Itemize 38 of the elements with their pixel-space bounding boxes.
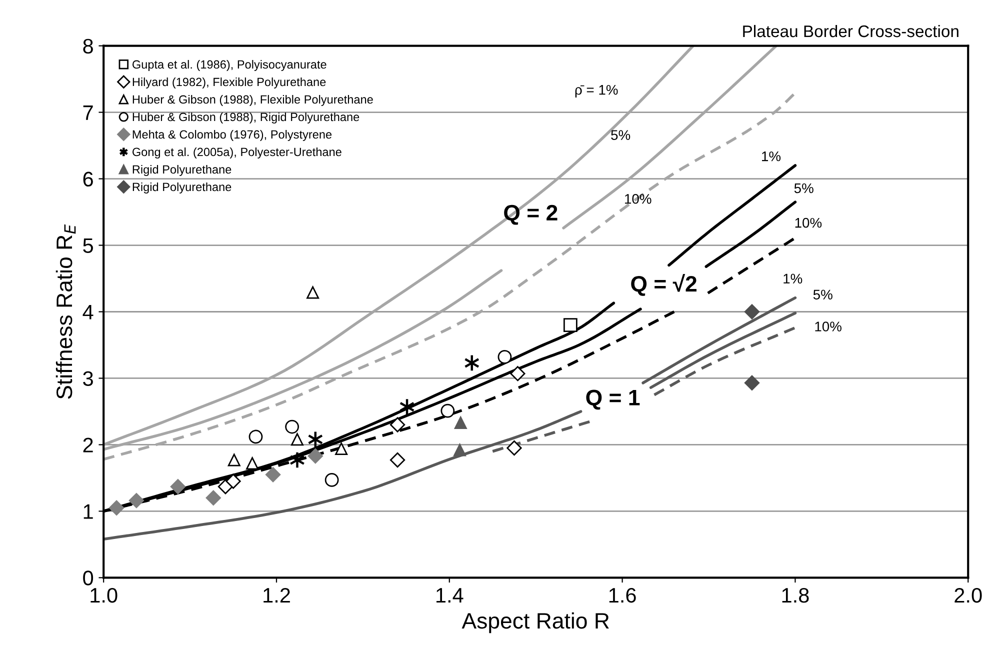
annotation: Q = 2 [504, 204, 558, 225]
annotation: 5% [794, 183, 814, 194]
text: Plateau Border Cross-section [743, 24, 958, 38]
legend-label: Rigid Polyurethane [132, 164, 232, 176]
legend-label: Huber & Gibson (1988), Flexible Polyurethane [132, 94, 373, 106]
annotation: Q = √2 [631, 274, 696, 296]
annotation: 5% [813, 290, 832, 300]
annotation: 10% [625, 194, 652, 204]
annotation: 10% [815, 322, 842, 332]
y-tick-label: 2 [83, 438, 93, 452]
x-tick-label: 2.0 [954, 588, 982, 603]
legend-label: Rigid Polyurethane [132, 182, 232, 194]
annotation: 10% [795, 218, 822, 228]
legend-label: Gupta et al. (1986), Polyisocyanurate [132, 60, 326, 71]
y-axis-title: Stiffness Ratio R$_{E}$ [56, 224, 76, 399]
annotation: 5% [611, 130, 630, 140]
y-tick-label: 4 [82, 304, 94, 320]
legend-label: Gong et al. (2005a), Polyester-Urethane [132, 147, 342, 158]
y-tick-label: 7 [83, 106, 93, 120]
legend-label: Huber & Gibson (1988), Rigid Polyurethane [132, 112, 360, 124]
x-tick-label: 1.8 [782, 588, 809, 603]
x-axis-title: Aspect Ratio R [462, 612, 609, 634]
legend-label: Mehta & Colombo (1976), Polystyrene [132, 130, 332, 141]
x-tick-label: 1.6 [609, 588, 636, 603]
y-tick-label: 0 [83, 570, 94, 586]
annotation: ρ̄ = 1% [575, 84, 618, 98]
y-tick-label: 5 [83, 238, 93, 254]
annotation: Q = 1 [586, 390, 640, 410]
legend-label: Hilyard (1982), Flexible Polyurethane [132, 77, 326, 88]
annotation: 1% [784, 274, 802, 284]
y-tick-label: 3 [83, 371, 93, 386]
y-tick-label: 6 [83, 172, 93, 187]
y-tick-label: 1 [84, 504, 93, 519]
x-tick-label: 1.2 [264, 588, 290, 602]
x-tick-label: 1.4 [436, 588, 464, 602]
y-tick-label: 8 [83, 38, 93, 54]
x-tick-label: 1.0 [90, 588, 118, 603]
annotation: 1% [762, 151, 781, 162]
